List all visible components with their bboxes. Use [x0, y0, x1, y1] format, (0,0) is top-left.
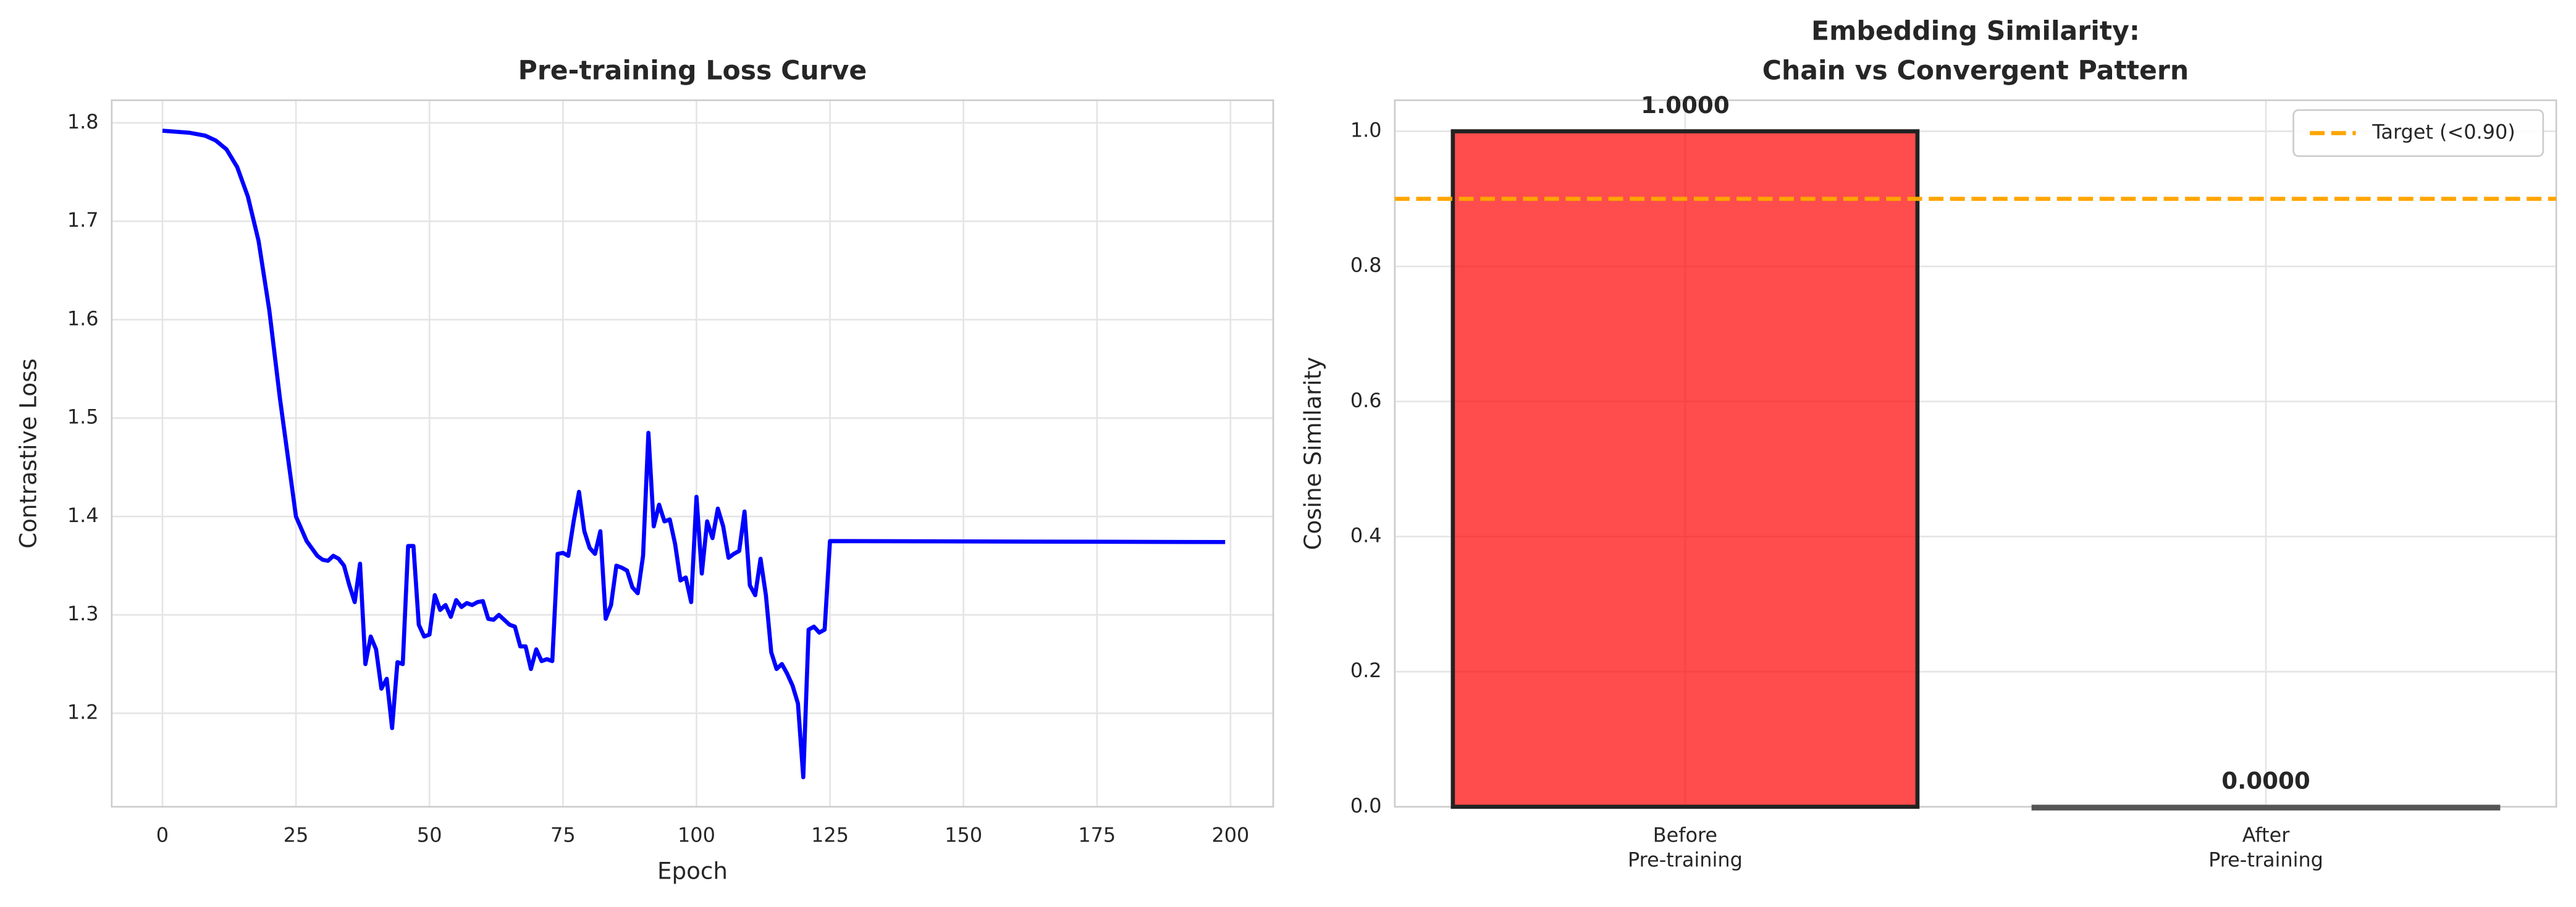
y-tick-label: 0.8: [1350, 253, 1382, 277]
y-tick-label: 0.2: [1350, 659, 1382, 682]
x-tick-label: 175: [1078, 824, 1116, 847]
axes-frame: [1394, 99, 2557, 808]
chart-title: Embedding Similarity:: [1811, 17, 2140, 47]
y-tick-label: 1.4: [67, 504, 99, 527]
x-tick-label: Pre-training: [2208, 848, 2323, 872]
y-tick-label: 1.6: [67, 306, 99, 330]
legend-label: Target (<0.90): [2372, 120, 2515, 143]
legend-box: [2292, 109, 2544, 157]
bar: [1450, 129, 1920, 809]
x-tick-label: 200: [1211, 824, 1249, 847]
y-tick-label: 0.0: [1350, 794, 1382, 817]
y-tick-label: 1.8: [67, 110, 99, 133]
x-tick-label: Pre-training: [1628, 848, 1743, 872]
chart-title: Pre-training Loss Curve: [518, 56, 867, 86]
x-axis-label: Epoch: [657, 858, 728, 885]
value-label: 0.0000: [2221, 767, 2310, 794]
y-axis-label: Cosine Similarity: [1299, 357, 1326, 551]
x-tick-label: 125: [811, 824, 849, 847]
y-tick-label: 1.5: [67, 405, 99, 429]
y-tick-label: 1.0: [1350, 119, 1382, 142]
value-label: 1.0000: [1641, 91, 1730, 119]
x-tick-label: 75: [550, 824, 576, 847]
loss-line: [162, 129, 1226, 780]
y-tick-label: 1.3: [67, 602, 99, 625]
chart-title: Chain vs Convergent Pattern: [1762, 56, 2189, 86]
axes-frame: [111, 99, 1274, 808]
x-tick-label: After: [2242, 824, 2291, 847]
y-tick-label: 1.2: [67, 700, 99, 723]
y-axis-label: Contrastive Loss: [14, 358, 41, 549]
x-tick-label: 150: [945, 824, 982, 847]
y-tick-label: 0.4: [1350, 523, 1382, 547]
y-tick-label: 0.6: [1350, 389, 1382, 412]
y-tick-label: 1.7: [67, 208, 99, 232]
x-tick-label: 50: [417, 824, 442, 847]
x-tick-label: 25: [284, 824, 309, 847]
x-tick-label: 0: [156, 824, 169, 847]
x-tick-label: Before: [1653, 824, 1717, 847]
bar: [2031, 804, 2501, 811]
x-tick-label: 100: [678, 824, 715, 847]
